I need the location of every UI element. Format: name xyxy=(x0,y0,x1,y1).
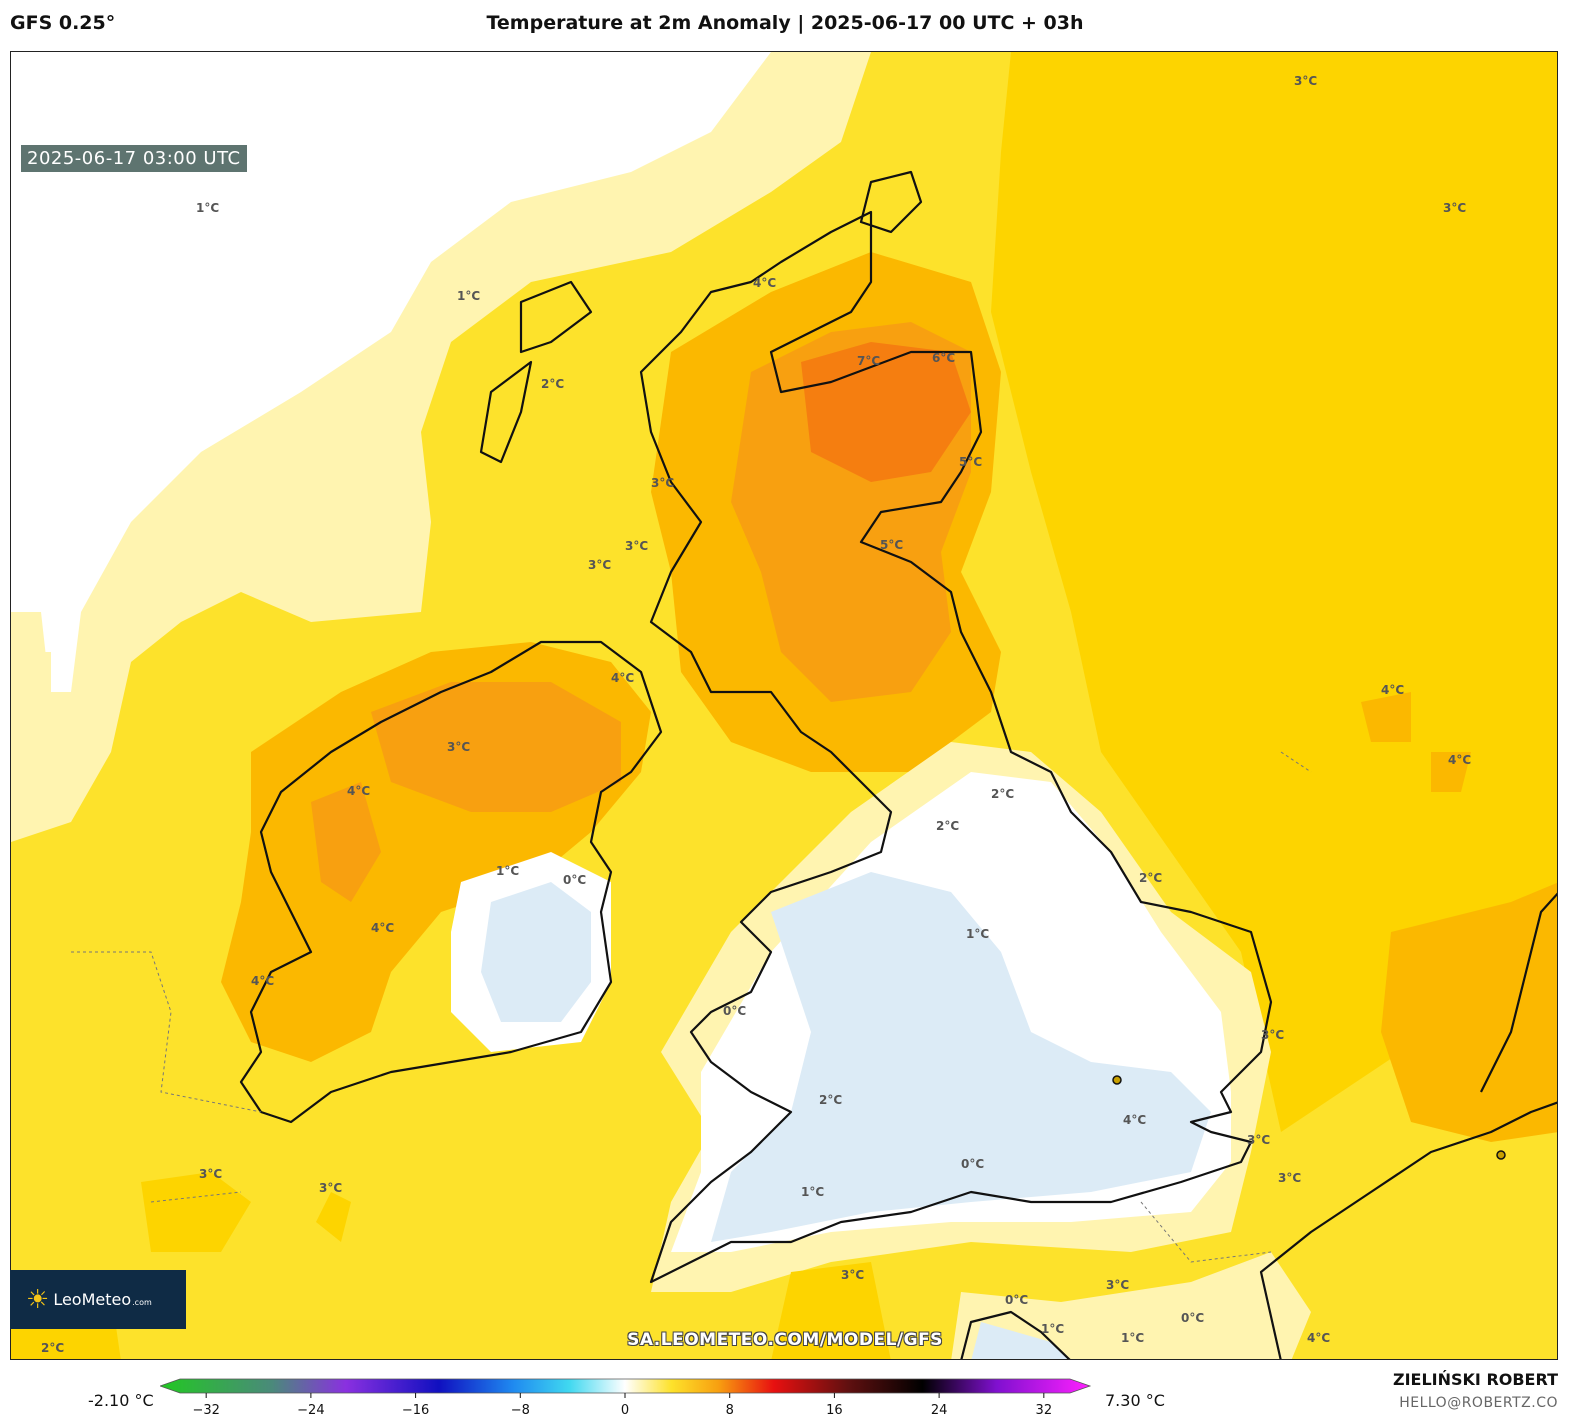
contour-label: 3°C xyxy=(447,740,470,754)
contour-label: 4°C xyxy=(347,784,370,798)
contour-label: 7°C xyxy=(857,354,880,368)
great-britain-coastline xyxy=(639,210,1273,1284)
anomaly-field-neg-england xyxy=(711,872,1211,1242)
contour-label: 4°C xyxy=(1123,1113,1146,1127)
anomaly-blob-4c-b xyxy=(1431,752,1471,792)
colorbar-tick-label: 32 xyxy=(1036,1403,1053,1418)
contour-label: 3°C xyxy=(1443,201,1466,215)
anomaly-field-4c-continent xyxy=(1381,882,1557,1142)
contour-label: 4°C xyxy=(371,921,394,935)
contour-label: 3°C xyxy=(1106,1278,1129,1292)
orkney-coastline xyxy=(859,170,923,234)
contour-label: 3°C xyxy=(319,1181,342,1195)
ireland-coastline xyxy=(239,640,663,1124)
colorbar-tick-label: 0 xyxy=(621,1403,629,1418)
contour-label: 1°C xyxy=(966,927,989,941)
france-coastline xyxy=(960,1310,1071,1359)
colorbar-tick-label: −24 xyxy=(297,1403,324,1418)
anomaly-field-3c-east xyxy=(991,52,1557,1132)
contour-label: 2°C xyxy=(991,787,1014,801)
contour-label: 5°C xyxy=(959,455,982,469)
legend-max-value: 7.30 °C xyxy=(1105,1391,1165,1410)
lewis-coastline xyxy=(519,280,593,354)
contour-label: 0°C xyxy=(723,1004,746,1018)
contour-lines xyxy=(71,751,1312,1263)
contour-label: 2°C xyxy=(41,1341,64,1355)
contour-label: 2°C xyxy=(541,377,564,391)
contour-label: 3°C xyxy=(841,1268,864,1282)
anomaly-field-neg-ireland xyxy=(481,882,591,1022)
legend-min-value: -2.10 °C xyxy=(88,1391,154,1410)
contour-label: 4°C xyxy=(753,276,776,290)
contour-label: 1°C xyxy=(801,1185,824,1199)
sun-icon: ☀ xyxy=(26,1284,50,1315)
contour-label: 3°C xyxy=(651,476,674,490)
logo-text: LeoMeteo.com xyxy=(53,1290,152,1309)
anomaly-blob-3c-b xyxy=(316,1192,351,1242)
contour-label: 2°C xyxy=(1139,871,1162,885)
contour-label: 6°C xyxy=(932,351,955,365)
contour-label: 0°C xyxy=(1181,1311,1204,1325)
author-email[interactable]: HELLO@ROBERTZ.CO xyxy=(1399,1395,1558,1411)
contour-label: 0°C xyxy=(563,873,586,887)
colorbar-tick-label: −32 xyxy=(192,1403,219,1418)
colorbar-tick-label: −8 xyxy=(511,1403,530,1418)
colorbar-ticks: −32 −24 −16 −8 0 8 16 24 32 xyxy=(192,1393,1052,1418)
london-marker xyxy=(1112,1075,1122,1085)
contour-label: 4°C xyxy=(1307,1331,1330,1345)
city-marker xyxy=(1496,1150,1506,1160)
contour-label: 3°C xyxy=(1247,1133,1270,1147)
contour-label: 3°C xyxy=(1294,74,1317,88)
anomaly-field-5c-ireland xyxy=(371,682,621,812)
anomaly-field-5c-west-ireland xyxy=(311,782,381,902)
anomaly-field-1c-west xyxy=(11,612,51,712)
model-name: GFS 0.25° xyxy=(10,12,116,34)
contour-label: 1°C xyxy=(1041,1322,1064,1336)
coastlines xyxy=(239,170,1557,1359)
valid-time-badge: 2025-06-17 03:00 UTC xyxy=(21,145,247,172)
contour-label: 3°C xyxy=(1261,1028,1284,1042)
contour-label: 3°C xyxy=(588,558,611,572)
anomaly-map: 1°C 1°C 2°C 3°C 3°C 3°C 3°C 3°C 3°C 3°C 3°C 4°C 4°C 4… xyxy=(10,51,1558,1360)
source-url[interactable]: SA.LEOMETEO.COM/MODEL/GFS xyxy=(627,1330,943,1350)
anomaly-field-0c xyxy=(11,52,771,692)
colorbar-gradient xyxy=(160,1378,1092,1394)
anomaly-blob-3c-a xyxy=(141,1172,251,1252)
colorbar-tick-label: 16 xyxy=(826,1403,843,1418)
hebrides-coastline xyxy=(479,360,533,464)
contour-label: 0°C xyxy=(961,1157,984,1171)
anomaly-field-neg-france xyxy=(971,1322,1069,1359)
anomaly-blob-3c-c xyxy=(771,1262,891,1359)
contour-label: 4°C xyxy=(1448,753,1471,767)
contour-label: 0°C xyxy=(1005,1293,1028,1307)
leometeo-logo[interactable]: ☀ LeoMeteo.com xyxy=(10,1270,186,1329)
contour-label: 4°C xyxy=(251,974,274,988)
netherlands-coastline xyxy=(1480,892,1557,1093)
continent-coastline xyxy=(1259,1101,1557,1359)
contour-label: 2°C xyxy=(936,819,959,833)
contour-label: 4°C xyxy=(611,671,634,685)
contour-label: 1°C xyxy=(196,201,219,215)
contour-label: 2°C xyxy=(819,1093,842,1107)
contour-label: 3°C xyxy=(625,539,648,553)
colorbar: −32 −24 −16 −8 0 8 16 24 32 xyxy=(160,1378,1092,1418)
contour-label: 3°C xyxy=(1278,1171,1301,1185)
contour-labels: 1°C 1°C 2°C 3°C 3°C 3°C 3°C 3°C 3°C 3°C 3°C 4°C 4°C 4… xyxy=(41,74,1471,1355)
author-name: ZIELIŃSKI ROBERT xyxy=(1392,1370,1558,1389)
colorbar-tick-label: 24 xyxy=(931,1403,948,1418)
contour-label: 3°C xyxy=(199,1167,222,1181)
anomaly-blob-4c-a xyxy=(1361,692,1411,742)
chart-title: Temperature at 2m Anomaly | 2025-06-17 0… xyxy=(486,12,1084,34)
contour-label: 5°C xyxy=(880,538,903,552)
contour-label: 1°C xyxy=(457,289,480,303)
contour-label: 1°C xyxy=(1121,1331,1144,1345)
map-canvas: 1°C 1°C 2°C 3°C 3°C 3°C 3°C 3°C 3°C 3°C 3°C 4°C 4°C 4… xyxy=(11,52,1557,1359)
colorbar-tick-label: 8 xyxy=(726,1403,734,1418)
contour-label: 4°C xyxy=(1381,683,1404,697)
colorbar-tick-label: −16 xyxy=(402,1403,429,1418)
contour-label: 1°C xyxy=(496,864,519,878)
